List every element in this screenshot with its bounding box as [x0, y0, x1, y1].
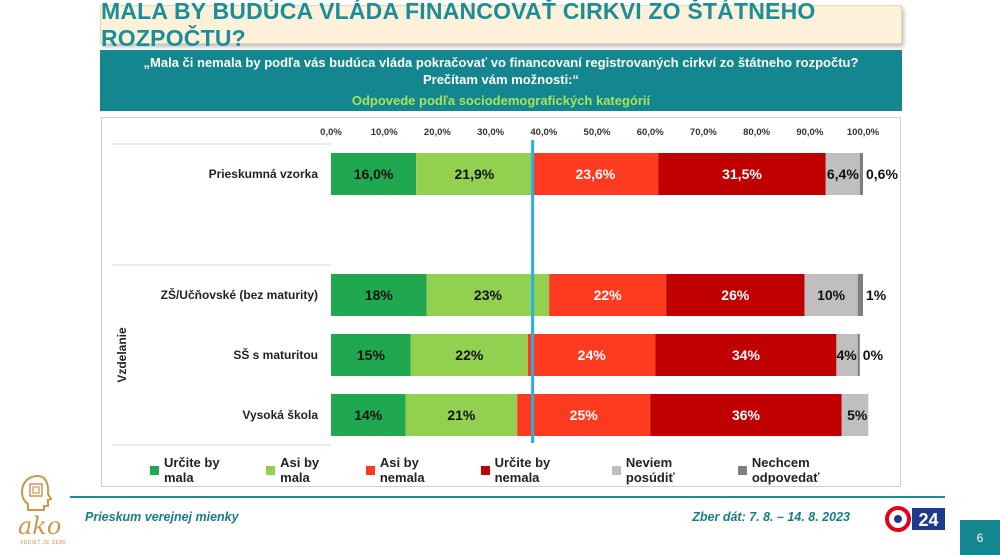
subtitle-text: Odpovede podľa sociodemografických kateg…: [351, 93, 651, 108]
legend-swatch: [150, 465, 159, 475]
bar-segment: [857, 334, 860, 376]
x-tick-label: 10,0%: [371, 127, 398, 138]
legend-label: Určite by mala: [163, 455, 220, 485]
x-tick-label: 70,0%: [690, 127, 717, 138]
data-label: 34%: [732, 347, 761, 363]
legend-item: Neviem posúdiť: [611, 455, 724, 485]
legend-swatch: [266, 465, 276, 475]
category-label: ZŠ/Učňovské (bez maturity): [161, 287, 318, 302]
data-label: 21%: [447, 407, 476, 423]
chart-legend: Určite by mala Asi by mala Asi by nemala Ur…: [150, 455, 880, 485]
bar-segment: [426, 274, 550, 316]
bar-segment: [331, 394, 406, 436]
bar-segment: [517, 394, 651, 436]
x-tick-label: 20,0%: [424, 127, 451, 138]
bar-segment: [836, 334, 858, 376]
data-label: 0,6%: [866, 166, 898, 182]
bar-segment: [331, 334, 411, 376]
x-tick-label: 100,0%: [847, 127, 880, 138]
category-label: SŠ s maturitou: [233, 347, 318, 362]
category-label: Vysoká škola: [242, 408, 318, 422]
bar-segment: [650, 394, 842, 436]
footer-date-range: Zber dát: 7. 8. – 14. 8. 2023: [692, 510, 850, 524]
title-banner: MALA BY BUDÚCA VLÁDA FINANCOVAŤ CIRKVI Z…: [100, 0, 902, 51]
logo-tagline: VEDIEŤ JE SEBE: [20, 540, 68, 546]
data-label: 23%: [474, 287, 503, 303]
bar-segment: [825, 153, 860, 195]
bar-segment: [859, 153, 863, 195]
bar-segment: [410, 334, 528, 376]
bar-segment: [549, 274, 667, 316]
x-tick-label: 40,0%: [530, 127, 557, 138]
question-banner: „Mala či nemala by podľa vás budúca vlád…: [100, 50, 902, 111]
question-text: „Mala či nemala by podľa vás budúca vlád…: [143, 55, 859, 87]
data-label: 21,9%: [455, 166, 495, 182]
bar-segment: [655, 334, 837, 376]
bar-segment: [416, 153, 533, 195]
x-tick-label: 60,0%: [637, 127, 664, 138]
footer-divider: [70, 496, 945, 498]
legend-item: Nechcem odpovedať: [737, 455, 880, 485]
legend-label: Určite by nemala: [494, 455, 551, 485]
data-label: 22%: [594, 287, 623, 303]
legend-swatch: [480, 465, 490, 475]
legend-swatch: [611, 465, 621, 475]
footer-survey-label: Prieskum verejnej mienky: [85, 510, 239, 524]
bar-segment: [405, 394, 518, 436]
data-label: 10%: [817, 287, 846, 303]
legend-label: Nechcem odpovedať: [751, 455, 820, 485]
data-label: 4%: [836, 347, 857, 363]
legend-item: Asi by mala: [266, 455, 352, 485]
tv-channel-logo-icon: 24: [885, 506, 945, 532]
data-label: 25%: [570, 407, 599, 423]
data-label: 24%: [578, 347, 607, 363]
bar-segment: [331, 274, 427, 316]
x-tick-label: 0,0%: [320, 127, 342, 138]
legend-label: Asi by nemala: [379, 455, 425, 485]
data-label: 0%: [863, 347, 884, 363]
ako-logo-icon: [20, 474, 53, 511]
legend-label: Neviem posúdiť: [625, 455, 675, 485]
data-label: 18%: [365, 287, 394, 303]
bar-segment: [532, 153, 659, 195]
data-label: 15%: [357, 347, 386, 363]
bar-segment: [658, 153, 826, 195]
bar-segment: [804, 274, 858, 316]
legend-item: Asi by nemala: [365, 455, 467, 485]
data-label: 1%: [866, 287, 887, 303]
data-label: 36%: [732, 407, 761, 423]
bar-segment: [527, 334, 656, 376]
bar-segment: [841, 394, 869, 436]
group-label-vzdelanie: Vzdelanie: [115, 327, 129, 383]
x-tick-label: 50,0%: [584, 127, 611, 138]
bar-segment: [666, 274, 805, 316]
legend-item: Určite by mala: [150, 455, 252, 485]
page-title: MALA BY BUDÚCA VLÁDA FINANCOVAŤ CIRKVI Z…: [101, 0, 816, 51]
page-number: 6: [960, 520, 1000, 555]
category-label: Prieskumná vzorka: [209, 167, 319, 181]
data-label: 26%: [721, 287, 750, 303]
legend-swatch: [365, 465, 375, 475]
data-label: 14%: [354, 407, 383, 423]
chart-frame: 0,0% 10,0% 20,0% 30,0% 40,0% 50,0% 60,0% 70,0% 8…: [101, 117, 901, 487]
tv-logo-number: 24: [918, 510, 938, 530]
data-label: 23,6%: [576, 166, 616, 182]
stacked-bar-chart: 0,0% 10,0% 20,0% 30,0% 40,0% 50,0% 60,0% 70,0% 8…: [112, 127, 898, 446]
data-label: 6,4%: [827, 166, 859, 182]
data-label: 5%: [847, 407, 868, 423]
data-label: 31,5%: [722, 166, 762, 182]
legend-item: Určite by nemala: [480, 455, 598, 485]
legend-swatch: [737, 465, 747, 475]
data-label: 22%: [455, 347, 484, 363]
bar-segment: [331, 153, 417, 195]
bar-segment: [857, 274, 863, 316]
x-tick-label: 90,0%: [796, 127, 823, 138]
x-tick-label: 30,0%: [477, 127, 504, 138]
logo-wordmark: ako: [18, 512, 62, 540]
data-label: 16,0%: [354, 166, 394, 182]
legend-label: Asi by mala: [280, 455, 320, 485]
x-tick-label: 80,0%: [743, 127, 770, 138]
